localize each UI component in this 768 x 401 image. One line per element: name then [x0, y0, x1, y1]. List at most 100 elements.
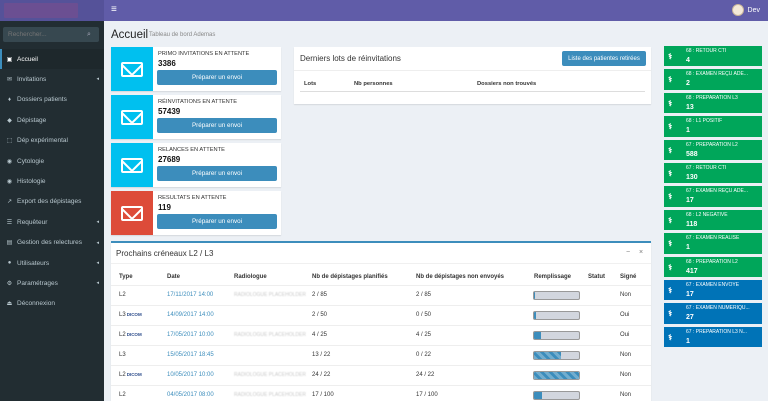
planned-count: 24 / 22: [312, 372, 331, 378]
sidebar-item-histologie[interactable]: ◉ Histologie: [0, 171, 104, 191]
prepare-send-button[interactable]: Préparer un envoi: [157, 70, 277, 85]
slot-date-link[interactable]: 15/05/2017 18:45: [167, 352, 214, 358]
prepare-send-button[interactable]: Préparer un envoi: [157, 118, 277, 133]
retired-patients-button[interactable]: Liste des patientes retirées: [562, 51, 646, 66]
page-title: Accueil: [111, 29, 149, 41]
slot-type: L3: [119, 352, 126, 358]
status-count: 17: [686, 197, 694, 205]
fill-progress-value: [534, 372, 579, 379]
slot-type-value: L3: [119, 312, 126, 318]
envelope-icon: ✉: [6, 77, 13, 84]
sidebar-item-deconnexion[interactable]: ⏏ Déconnexion: [0, 294, 104, 314]
planned-count: 17 / 100: [312, 392, 334, 398]
search-icon[interactable]: ⌕: [87, 31, 91, 38]
status-box[interactable]: ⚕ 68 : RETOUR CTI 4: [664, 46, 762, 67]
sidebar-item-requeteur[interactable]: ☰ Requêteur ◂: [0, 212, 104, 232]
planned-count: 2 / 50: [312, 312, 328, 318]
sidebar-item-export-des-depistages[interactable]: ↗ Export des dépistages: [0, 192, 104, 212]
signed-value: Non: [620, 392, 632, 398]
status-count: 130: [686, 173, 698, 181]
stethoscope-icon: ⚕: [668, 215, 673, 225]
logout-icon: ⏏: [6, 301, 13, 308]
status-label: 68 : EXAMEN REÇU ADE...: [686, 71, 748, 78]
envelope-icon: [121, 109, 143, 125]
column-header-type: Type: [119, 274, 133, 280]
sidebar-item-invitations[interactable]: ✉ Invitations ◂: [0, 69, 104, 89]
envelope-icon: [121, 61, 143, 77]
slot-date-link[interactable]: 10/05/2017 10:00: [167, 372, 214, 378]
sidebar-item-depistage[interactable]: ◆ Dépistage: [0, 110, 104, 130]
status-box[interactable]: ⚕ 67 : EXAMEN NUMÉRIQU... 27: [664, 303, 762, 324]
slot-date-link[interactable]: 17/11/2017 14:00: [167, 292, 214, 298]
slot-date-link[interactable]: 14/09/2017 14:00: [167, 312, 214, 318]
slot-type: L2DICOM: [119, 332, 142, 338]
stethoscope-icon: ⚕: [668, 75, 673, 85]
sidebar-item-gestion-des-relectures[interactable]: ▤ Gestion des relectures ◂: [0, 233, 104, 253]
status-box[interactable]: ⚕ 67 : EXAMEN ENVOYÉ 17: [664, 279, 762, 301]
sidebar-toggle-icon[interactable]: ≡: [111, 4, 117, 15]
info-box-count: 27689: [158, 155, 181, 164]
info-box-icon: [111, 95, 153, 139]
info-box: RÉINVITATIONS EN ATTENTE 57439 Préparer un…: [111, 95, 281, 139]
status-box[interactable]: ⚕ 68 : PRÉPARATION L3 13: [664, 92, 762, 114]
close-icon[interactable]: ×: [639, 249, 644, 256]
info-box-count: 119: [158, 203, 171, 212]
fill-progress-value: [534, 352, 561, 359]
status-box[interactable]: ⚕ 67 : PRÉPARATION L3 N... 1: [664, 326, 762, 348]
sidebar: ⌕ ▣ Accueil ✉ Invitations ◂ ♦ Dossiers patient…: [0, 21, 104, 401]
fill-progress-value: [534, 292, 535, 299]
logo-area[interactable]: [0, 0, 104, 21]
user-name: Dev: [747, 6, 760, 14]
signed-value: Oui: [620, 332, 630, 338]
stethoscope-icon: ⚕: [668, 262, 673, 272]
slot-type: L3DICOM: [119, 312, 142, 318]
divider: [300, 91, 645, 92]
stethoscope-icon: ⚕: [668, 192, 673, 202]
sidebar-item-utilisateurs[interactable]: ● Utilisateurs ◂: [0, 253, 104, 273]
status-box[interactable]: ⚕ 68 : L2 NÉGATIVE 118: [664, 209, 762, 231]
info-box-count: 57439: [158, 107, 181, 116]
status-box[interactable]: ⚕ 68 : EXAMEN REÇU ADE... 2: [664, 69, 762, 90]
search-input[interactable]: [3, 27, 83, 42]
prepare-send-button[interactable]: Préparer un envoi: [157, 166, 277, 181]
chart-icon: ▤: [6, 240, 13, 247]
circle-icon: ◉: [6, 158, 13, 165]
sidebar-item-label: Paramétrages: [17, 279, 58, 287]
status-label: 67 : EXAMEN REÇU ADE...: [686, 188, 748, 195]
info-box: PRIMO INVITATIONS EN ATTENTE 3386 Préparer…: [111, 47, 281, 91]
dicom-logo: DICOM: [126, 312, 142, 317]
info-box-label: RÉINVITATIONS EN ATTENTE: [158, 99, 237, 105]
sidebar-item-parametrages[interactable]: ⚙ Paramétrages ◂: [0, 273, 104, 293]
status-box[interactable]: ⚕ 67 : RETOUR CTI 130: [664, 162, 762, 184]
collapse-icon[interactable]: −: [626, 249, 631, 256]
sidebar-item-dep-experimental[interactable]: ⬚ Dép expérimental: [0, 131, 104, 151]
slot-date-link[interactable]: 04/05/2017 08:00: [167, 392, 214, 398]
status-box[interactable]: ⚕ 68 : PRÉPARATION L2 417: [664, 256, 762, 277]
divider: [294, 70, 651, 71]
sidebar-item-cytologie[interactable]: ◉ Cytologie: [0, 151, 104, 171]
status-box[interactable]: ⚕ 68 : L1 POSITIF 1: [664, 116, 762, 137]
column-header-lots: Lots: [304, 81, 317, 87]
status-count: 1: [686, 244, 690, 252]
status-count: 13: [686, 103, 694, 111]
circle-icon: ◉: [6, 179, 13, 186]
sidebar-item-label: Cytologie: [17, 157, 45, 165]
status-count: 1: [686, 337, 690, 345]
not-sent-count: 0 / 50: [416, 312, 432, 318]
status-box[interactable]: ⚕ 67 : EXAMEN RÉALISÉ 1: [664, 233, 762, 254]
status-label: 67 : PRÉPARATION L2: [686, 141, 738, 148]
sidebar-item-label: Dépistage: [17, 116, 47, 124]
user-menu[interactable]: Dev: [731, 4, 760, 16]
stethoscope-icon: ⚕: [668, 145, 673, 155]
slot-date-link[interactable]: 17/05/2017 10:00: [167, 332, 214, 338]
sidebar-item-dossiers-patients[interactable]: ♦ Dossiers patients: [0, 90, 104, 110]
sidebar-item-accueil[interactable]: ▣ Accueil: [0, 49, 104, 70]
status-box[interactable]: ⚕ 67 : PRÉPARATION L2 588: [664, 139, 762, 160]
status-label: 68 : L2 NÉGATIVE: [686, 211, 728, 218]
table-row: L3DICOM 14/09/2017 14:00 2 / 50 0 / 50 Oui: [111, 305, 651, 325]
fill-progress-bar: [533, 331, 580, 340]
prepare-send-button[interactable]: Préparer un envoi: [157, 214, 277, 229]
chevron-left-icon: ◂: [96, 280, 99, 287]
status-box[interactable]: ⚕ 67 : EXAMEN REÇU ADE... 17: [664, 186, 762, 207]
gear-icon: ⚙: [6, 280, 13, 287]
